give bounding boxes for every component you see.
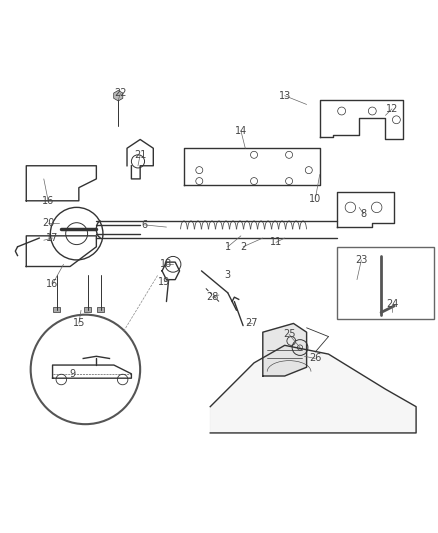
Text: 19: 19	[158, 277, 170, 287]
Text: 23: 23	[355, 255, 367, 265]
Text: 3: 3	[225, 270, 231, 280]
Text: 28: 28	[206, 292, 219, 302]
Bar	[337, 247, 434, 319]
Bar	[373, 295, 389, 308]
Bar	[97, 307, 104, 312]
Text: 22: 22	[114, 88, 127, 99]
Text: 21: 21	[134, 150, 146, 160]
Text: 16: 16	[42, 196, 54, 206]
Text: 9: 9	[69, 369, 75, 379]
Text: 11: 11	[270, 237, 282, 247]
Bar	[53, 307, 60, 312]
Text: 26: 26	[309, 353, 321, 364]
Text: 12: 12	[386, 104, 398, 114]
Text: 20: 20	[42, 217, 54, 228]
Text: 27: 27	[246, 318, 258, 328]
Text: 2: 2	[240, 242, 246, 252]
Text: 24: 24	[386, 298, 398, 309]
Text: 6: 6	[141, 220, 148, 230]
Text: 18: 18	[160, 260, 173, 269]
Bar	[375, 273, 387, 295]
Text: 1: 1	[225, 242, 231, 252]
Text: 15: 15	[73, 318, 85, 328]
Text: 14: 14	[235, 126, 247, 136]
Text: 8: 8	[360, 209, 367, 219]
Text: 25: 25	[283, 329, 295, 340]
Polygon shape	[210, 345, 416, 433]
Polygon shape	[263, 324, 307, 376]
Text: 16: 16	[46, 279, 59, 289]
Bar	[84, 307, 91, 312]
Text: 17: 17	[46, 233, 59, 243]
Text: 13: 13	[279, 91, 291, 101]
Text: 10: 10	[309, 193, 321, 204]
